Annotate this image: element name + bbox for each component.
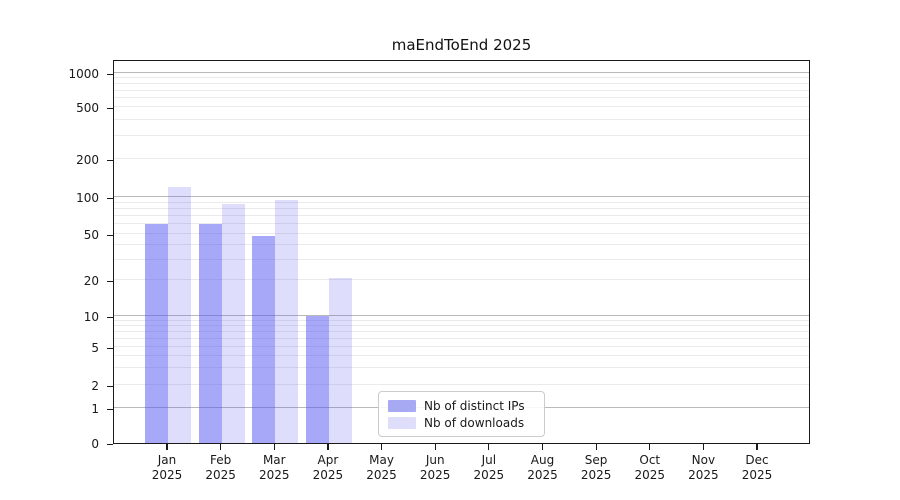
y-tick-mark-50: [107, 234, 113, 236]
y-tick-mark-20: [107, 280, 113, 282]
bar-distinct-ips-feb: [198, 224, 222, 443]
gridline-y-50: [114, 233, 809, 234]
gridline-y-300: [114, 135, 809, 136]
x-tick-mark-mar: [273, 444, 275, 450]
y-tick-mark-2: [107, 385, 113, 387]
y-tick-mark-500: [107, 107, 113, 109]
gridline-y-5: [114, 346, 809, 347]
gridline-y-80: [114, 207, 809, 209]
bar-downloads-mar: [275, 199, 299, 443]
gridline-y-7: [114, 330, 809, 332]
x-tick-mark-jan: [166, 444, 168, 450]
y-tick-label-5: 5: [91, 341, 99, 355]
bar-downloads-feb: [221, 203, 245, 443]
x-tick-label-oct: Oct 2025: [634, 453, 666, 482]
x-tick-mark-aug: [541, 444, 544, 450]
y-tick-mark-10: [107, 316, 113, 318]
x-tick-label-may: May 2025: [366, 453, 397, 482]
x-tick-mark-apr: [327, 444, 329, 450]
x-tick-label-aug: Aug 2025: [527, 453, 558, 482]
gridline-y-800: [114, 82, 809, 84]
x-tick-mark-may: [380, 444, 383, 450]
x-tick-label-jul: Jul 2025: [473, 453, 505, 482]
gridline-y-2: [114, 384, 809, 385]
x-tick-mark-jul: [488, 444, 490, 450]
plot-area: [113, 60, 810, 444]
gridline-y-4: [114, 355, 809, 357]
x-tick-label-jun: Jun 2025: [419, 453, 451, 482]
y-tick-mark-200: [107, 159, 113, 161]
gridline-y-60: [114, 223, 809, 225]
y-tick-label-1: 1: [91, 402, 99, 416]
gridline-y-8: [114, 324, 809, 326]
gridline-y-10: [114, 315, 809, 316]
y-tick-mark-1: [107, 408, 113, 410]
x-tick-label-feb: Feb 2025: [205, 453, 236, 482]
gridline-y-6: [114, 337, 809, 339]
legend-row-downloads: Nb of downloads: [388, 415, 535, 431]
legend-row-distinct-ips: Nb of distinct IPs: [388, 398, 535, 414]
gridline-y-70: [114, 215, 809, 217]
y-tick-label-10: 10: [83, 310, 99, 324]
gridline-y-500: [114, 106, 809, 107]
bar-distinct-ips-jan: [145, 224, 168, 443]
y-tick-mark-0: [107, 443, 113, 445]
x-tick-label-apr: Apr 2025: [312, 453, 344, 482]
y-tick-label-50: 50: [83, 228, 99, 242]
gridline-y-90: [114, 201, 809, 203]
x-tick-label-jan: Jan 2025: [151, 453, 183, 482]
y-tick-label-20: 20: [83, 274, 99, 288]
x-tick-label-dec: Dec 2025: [741, 453, 773, 482]
y-tick-mark-100: [107, 197, 113, 199]
legend-label-downloads: Nb of downloads: [424, 416, 525, 430]
bar-downloads-jan: [168, 187, 191, 443]
gridline-y-200: [114, 158, 809, 159]
x-tick-mark-nov: [702, 444, 704, 450]
x-tick-mark-jun: [434, 444, 436, 450]
bar-distinct-ips-apr: [305, 316, 329, 443]
bar-distinct-ips-mar: [252, 236, 276, 443]
x-tick-mark-dec: [756, 444, 758, 450]
legend-swatch-distinct-ips: [388, 400, 416, 412]
y-tick-mark-1000: [107, 73, 113, 75]
bar-downloads-apr: [328, 277, 352, 443]
x-tick-label-sep: Sep 2025: [580, 453, 612, 482]
gridline-y-600: [114, 97, 809, 99]
y-tick-mark-5: [107, 347, 113, 349]
legend-swatch-downloads: [388, 417, 416, 429]
gridline-y-700: [114, 89, 809, 91]
gridline-y-40: [114, 244, 809, 246]
gridline-y-3: [114, 367, 809, 369]
x-tick-mark-oct: [649, 444, 651, 450]
x-tick-mark-sep: [595, 444, 597, 450]
y-tick-label-100: 100: [76, 191, 99, 205]
y-tick-label-2: 2: [91, 379, 99, 393]
y-tick-label-1000: 1000: [68, 67, 99, 81]
x-tick-mark-feb: [220, 444, 222, 450]
gridline-y-100: [114, 196, 809, 197]
y-tick-label-200: 200: [76, 153, 99, 167]
gridline-y-30: [114, 258, 809, 260]
x-tick-label-nov: Nov 2025: [688, 453, 719, 482]
gridline-y-400: [114, 118, 809, 120]
gridline-y-9: [114, 319, 809, 321]
gridline-y-900: [114, 77, 809, 79]
legend: Nb of distinct IPs Nb of downloads: [378, 391, 545, 437]
y-tick-label-500: 500: [76, 101, 99, 115]
legend-label-distinct-ips: Nb of distinct IPs: [424, 399, 525, 413]
gridline-y-20: [114, 279, 809, 280]
x-tick-label-mar: Mar 2025: [258, 453, 290, 482]
chart-title: maEndToEnd 2025: [391, 36, 532, 54]
gridline-y-1000: [114, 72, 809, 73]
y-tick-label-0: 0: [91, 437, 99, 451]
